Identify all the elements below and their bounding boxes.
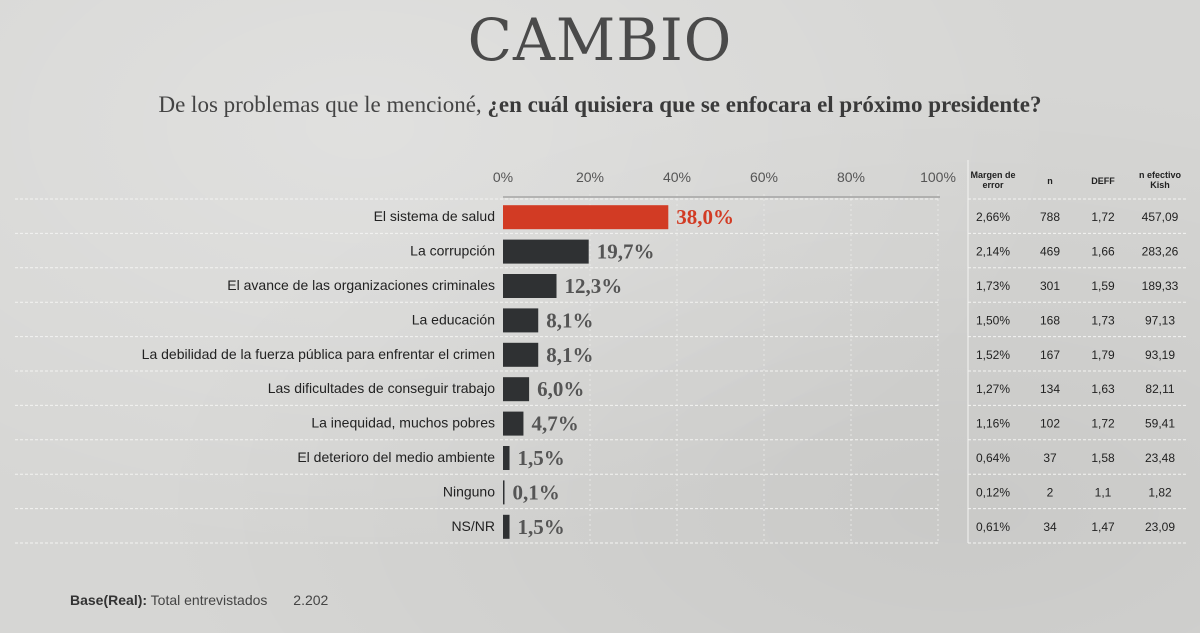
value-label: 4,7%	[531, 412, 578, 436]
table-cell: 34	[1043, 520, 1057, 534]
table-header: Kish	[1150, 180, 1170, 190]
table-cell: 1,79	[1091, 348, 1115, 362]
table-cell: 788	[1040, 210, 1060, 224]
table-cell: 134	[1040, 382, 1060, 396]
value-label: 0,1%	[513, 480, 560, 504]
table-cell: 1,59	[1091, 279, 1115, 293]
table-cell: 0,12%	[976, 485, 1010, 499]
category-label: La educación	[412, 311, 495, 327]
table-header: error	[982, 180, 1004, 190]
table-cell: 168	[1040, 313, 1060, 327]
value-label: 12,3%	[565, 274, 623, 298]
table-header: DEFF	[1091, 176, 1115, 186]
question-plain: De los problemas que le mencioné,	[158, 92, 488, 117]
table-cell: 37	[1043, 451, 1057, 465]
bar	[503, 205, 669, 230]
bar	[503, 480, 505, 505]
category-label: El deterioro del medio ambiente	[297, 449, 495, 465]
category-label: La corrupción	[410, 243, 495, 259]
table-cell: 469	[1040, 245, 1060, 259]
table-cell: 301	[1040, 279, 1060, 293]
base-text: Total entrevistados	[150, 592, 268, 608]
category-label: Ninguno	[443, 483, 495, 499]
table-cell: 2,66%	[976, 210, 1010, 224]
table-cell: 23,09	[1145, 520, 1175, 534]
table-cell: 189,33	[1142, 279, 1179, 293]
table-cell: 2,14%	[976, 245, 1010, 259]
table-cell: 1,52%	[976, 348, 1010, 362]
value-label: 6,0%	[537, 377, 584, 401]
table-cell: 2	[1047, 485, 1054, 499]
base-value: 2.202	[293, 592, 329, 608]
bar	[503, 377, 530, 402]
table-cell: 23,48	[1145, 451, 1175, 465]
table-header: Margen de	[970, 170, 1015, 180]
question-bold: ¿en cuál quisiera que se enfocara el pró…	[487, 92, 1042, 117]
table-cell: 1,27%	[976, 382, 1010, 396]
table-cell: 102	[1040, 417, 1060, 431]
value-label: 38,0%	[676, 205, 734, 229]
table-cell: 82,11	[1145, 382, 1174, 396]
table-cell: 1,47	[1091, 520, 1115, 534]
x-tick-label: 20%	[576, 169, 604, 185]
table-cell: 59,41	[1145, 417, 1175, 431]
category-label: El avance de las organizaciones criminal…	[227, 277, 495, 293]
value-label: 8,1%	[546, 343, 593, 367]
value-label: 19,7%	[597, 240, 655, 264]
table-cell: 1,16%	[976, 417, 1010, 431]
value-label: 8,1%	[546, 308, 593, 332]
category-label: La inequidad, muchos pobres	[311, 415, 495, 431]
category-label: El sistema de salud	[374, 208, 495, 224]
base-note: Base(Real): Total entrevistados 2.202	[70, 592, 328, 608]
table-cell: 0,64%	[976, 451, 1010, 465]
bar	[503, 514, 510, 539]
category-label: Las dificultades de conseguir trabajo	[268, 380, 495, 396]
table-cell: 1,73%	[976, 279, 1010, 293]
table-cell: 1,82	[1148, 485, 1172, 499]
x-tick-label: 100%	[920, 169, 956, 185]
bar	[503, 342, 539, 367]
table-cell: 457,09	[1142, 210, 1179, 224]
table-header: n efectivo	[1139, 170, 1182, 180]
table-cell: 1,72	[1091, 417, 1115, 431]
bar	[503, 446, 510, 470]
x-tick-label: 40%	[663, 169, 691, 185]
value-label: 1,5%	[518, 446, 565, 470]
question-title: De los problemas que le mencioné, ¿en cu…	[0, 92, 1200, 118]
table-cell: 1,63	[1091, 382, 1115, 396]
table-cell: 93,19	[1145, 348, 1175, 362]
value-label: 1,5%	[518, 515, 565, 539]
category-label: NS/NR	[451, 518, 495, 534]
bar	[503, 274, 557, 298]
table-cell: 97,13	[1145, 313, 1175, 327]
table-cell: 1,1	[1095, 485, 1112, 499]
table-cell: 1,73	[1091, 313, 1115, 327]
base-label: Base(Real):	[70, 592, 148, 608]
x-tick-label: 60%	[750, 169, 778, 185]
table-cell: 1,72	[1091, 210, 1115, 224]
table-header: n	[1047, 176, 1053, 186]
table-cell: 0,61%	[976, 520, 1010, 534]
table-cell: 283,26	[1142, 245, 1179, 259]
bar	[503, 308, 539, 333]
table-cell: 1,50%	[976, 313, 1010, 327]
table-cell: 167	[1040, 348, 1060, 362]
x-tick-label: 80%	[837, 169, 865, 185]
bar	[503, 411, 524, 436]
bar	[503, 239, 589, 264]
brand-title: CAMBIO	[467, 6, 733, 74]
table-cell: 1,66	[1091, 245, 1115, 259]
x-tick-label: 0%	[493, 169, 513, 185]
category-label: La debilidad de la fuerza pública para e…	[142, 346, 495, 362]
table-cell: 1,58	[1091, 451, 1115, 465]
